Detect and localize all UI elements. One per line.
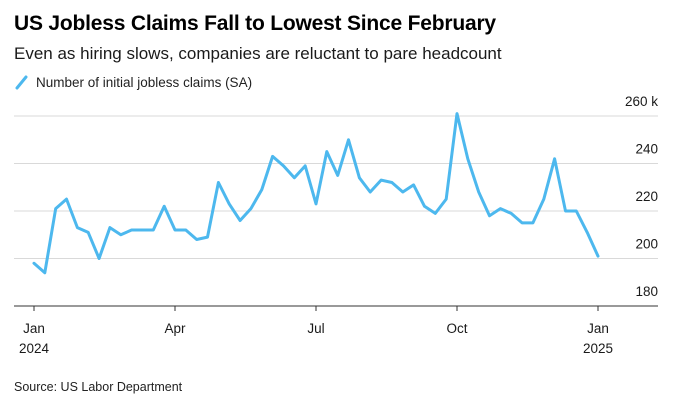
data-point — [173, 228, 177, 232]
data-point — [379, 178, 383, 182]
data-point — [477, 190, 480, 194]
data-point — [564, 209, 567, 213]
x-tick-label: Jan — [23, 321, 45, 336]
data-point — [282, 164, 285, 168]
y-tick-label: 180 — [635, 284, 658, 299]
source-note: Source: US Labor Department — [14, 380, 183, 394]
data-point — [575, 209, 578, 213]
data-point — [195, 238, 198, 241]
data-point — [43, 271, 47, 274]
data-point — [531, 221, 535, 225]
legend-swatch — [15, 75, 28, 90]
data-point — [596, 254, 600, 258]
data-point — [87, 231, 90, 234]
data-point — [553, 157, 556, 160]
data-point — [423, 205, 426, 208]
chart-subtitle: Even as hiring slows, companies are relu… — [14, 44, 502, 63]
data-point — [76, 226, 79, 229]
data-point — [162, 205, 166, 208]
x-tick-year-label: 2025 — [583, 341, 613, 356]
x-tick-labels: Jan 2024 Apr Jul Oct Jan 2025 — [19, 321, 613, 356]
data-point — [466, 157, 470, 160]
data-point — [249, 207, 253, 210]
x-axis — [14, 305, 658, 311]
y-axis: 180 200 220 240 260 k — [625, 94, 658, 299]
data-point — [152, 228, 155, 232]
data-point — [54, 207, 57, 210]
data-point — [293, 176, 296, 179]
data-point — [542, 197, 545, 201]
data-point — [369, 190, 372, 194]
data-point — [585, 231, 589, 234]
data-point — [97, 257, 101, 260]
data-point — [412, 183, 415, 187]
data-point — [488, 214, 491, 217]
data-point — [347, 138, 350, 141]
data-point — [401, 190, 404, 194]
data-point — [520, 221, 524, 225]
y-tick-label: 260 k — [625, 94, 658, 109]
data-point — [206, 235, 209, 239]
data-point — [303, 164, 307, 168]
data-point — [65, 197, 68, 201]
data-point — [499, 207, 502, 210]
chart-legend: Number of initial jobless claims (SA) — [14, 74, 252, 90]
data-point — [510, 212, 513, 215]
data-point — [336, 174, 339, 177]
chart-title: US Jobless Claims Fall to Lowest Since F… — [14, 12, 496, 35]
data-point — [314, 202, 318, 206]
data-point — [184, 228, 188, 232]
x-tick-label: Oct — [446, 321, 467, 336]
data-point — [238, 219, 242, 222]
data-point — [32, 262, 36, 265]
data-point — [119, 233, 122, 236]
data-point — [141, 228, 144, 232]
data-point — [228, 202, 231, 206]
data-point — [455, 112, 459, 115]
x-tick-label: Jan — [587, 321, 609, 336]
legend-label: Number of initial jobless claims (SA) — [36, 74, 253, 90]
data-point — [358, 176, 361, 179]
y-tick-label: 220 — [635, 189, 658, 204]
x-tick-year-label: 2024 — [19, 341, 50, 356]
grid-lines — [14, 115, 658, 259]
data-point — [434, 212, 437, 215]
data-point — [444, 197, 448, 201]
series-layer — [32, 112, 600, 275]
data-point — [271, 155, 274, 158]
data-point — [260, 188, 263, 191]
data-point — [390, 181, 394, 184]
x-tick-label: Apr — [164, 321, 186, 336]
y-tick-label: 240 — [635, 142, 658, 157]
data-point — [130, 228, 133, 232]
x-tick-label: Jul — [307, 321, 324, 336]
y-tick-label: 200 — [635, 237, 658, 252]
data-point — [325, 150, 329, 153]
data-point — [108, 226, 112, 229]
data-point — [217, 181, 220, 184]
series-line-jobless-claims — [32, 112, 600, 275]
